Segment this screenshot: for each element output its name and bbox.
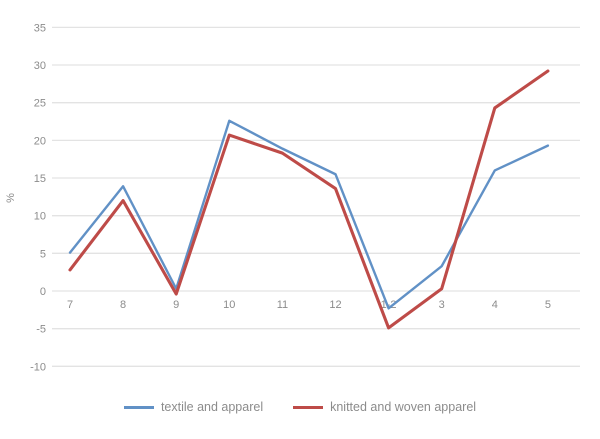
y-tick-label: 30 <box>34 60 46 72</box>
series-line-knitted-and-woven-apparel <box>68 69 550 330</box>
x-tick-label: 8 <box>120 299 126 311</box>
legend-label: textile and apparel <box>160 400 264 414</box>
x-tick-label: 5 <box>545 299 551 311</box>
y-tick-label: 0 <box>40 286 46 298</box>
y-axis-tick-labels: 35 30 25 20 15 10 5 0 -5 -10 <box>30 22 46 373</box>
y-tick-label: 10 <box>34 211 46 223</box>
y-tick-label: 35 <box>34 22 46 34</box>
x-tick-label: 12 <box>329 299 341 311</box>
y-tick-label: 20 <box>34 135 46 147</box>
x-tick-label: 1-2 <box>381 299 397 311</box>
y-tick-label: -5 <box>36 324 46 336</box>
y-tick-label: -10 <box>30 361 46 373</box>
x-tick-label: 3 <box>439 299 445 311</box>
x-tick-label: 10 <box>223 299 235 311</box>
y-tick-label: 5 <box>40 248 46 260</box>
legend-line-swatch-blue <box>123 405 154 409</box>
series-line-textile-and-apparel <box>68 119 550 310</box>
chart-legend: textile and apparel knitted and woven ap… <box>0 400 600 414</box>
legend-line-swatch-red <box>293 405 324 409</box>
gridlines <box>52 26 580 367</box>
y-tick-label: 15 <box>34 173 46 185</box>
x-axis-tick-labels: 7 8 9 10 11 12 1-2 3 4 5 <box>67 299 551 311</box>
legend-item-knitted-and-woven-apparel: knitted and woven apparel <box>293 400 476 414</box>
x-tick-label: 4 <box>492 299 498 311</box>
x-tick-label: 9 <box>173 299 179 311</box>
legend-item-textile-and-apparel: textile and apparel <box>123 400 264 414</box>
y-axis-title: % <box>5 193 17 203</box>
y-tick-label: 25 <box>34 98 46 110</box>
x-tick-label: 11 <box>277 299 288 311</box>
legend-label: knitted and woven apparel <box>330 400 477 414</box>
x-tick-label: 7 <box>67 299 73 311</box>
